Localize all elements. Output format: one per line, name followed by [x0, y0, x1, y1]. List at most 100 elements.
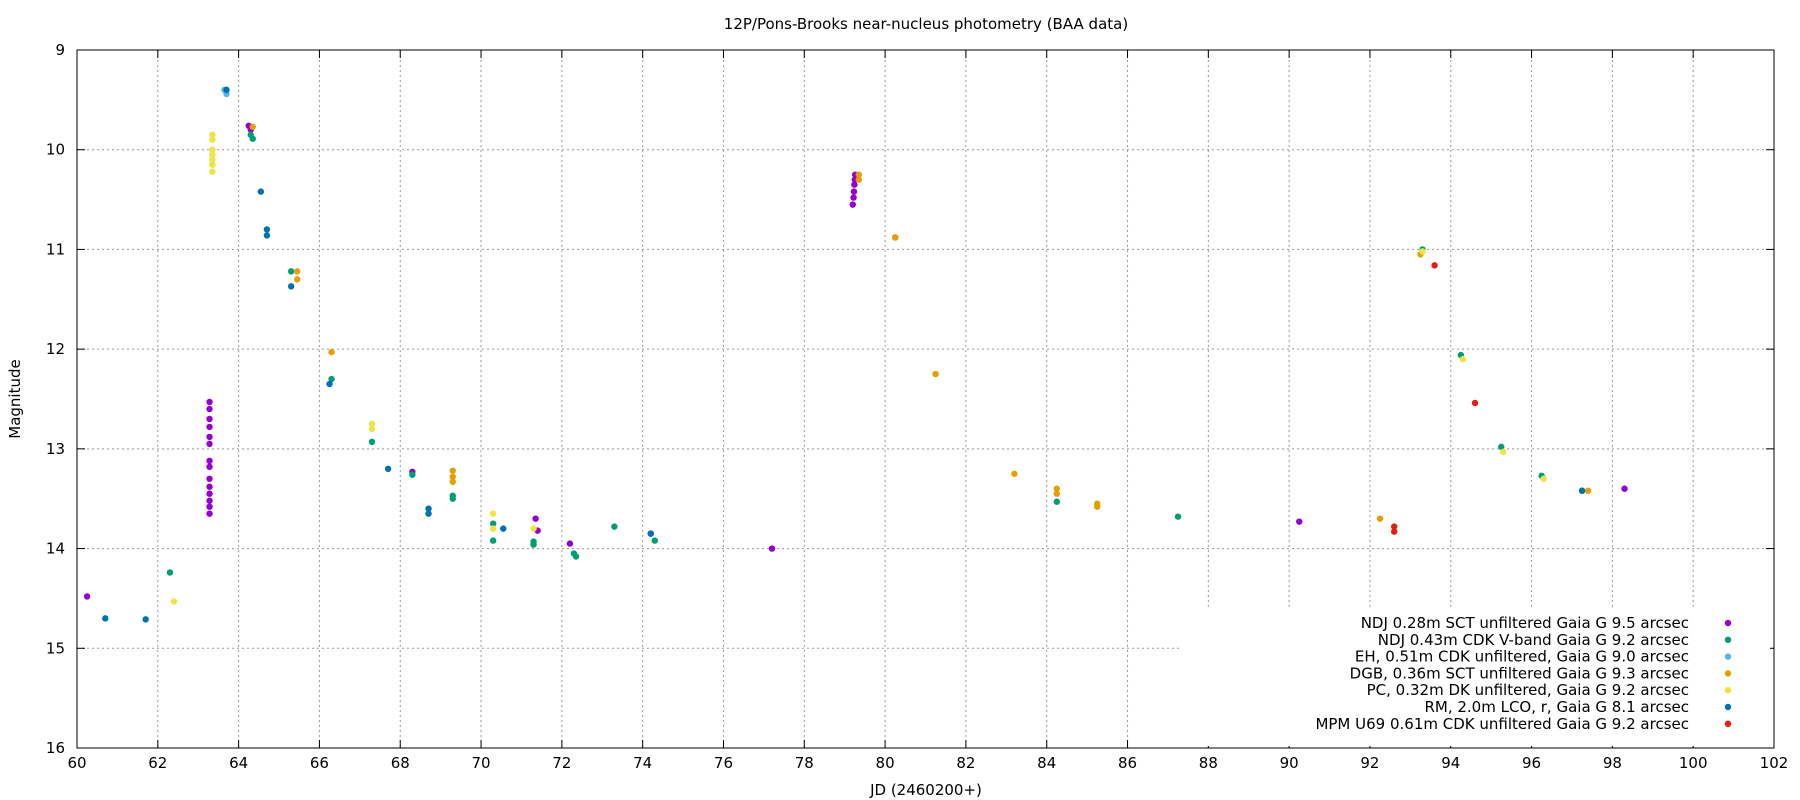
legend-marker — [1724, 619, 1732, 627]
data-point — [206, 423, 213, 431]
data-point — [142, 616, 149, 623]
data-point — [855, 176, 863, 183]
data-point — [1584, 487, 1592, 494]
x-tick-label: 84 — [1037, 754, 1056, 772]
data-point — [206, 503, 213, 510]
data-point — [425, 510, 432, 517]
legend-marker — [1724, 703, 1732, 711]
x-tick-label: 62 — [148, 754, 167, 772]
data-point — [209, 131, 216, 138]
y-tick-label: 14 — [46, 540, 65, 558]
data-point — [489, 520, 497, 527]
data-point — [206, 463, 213, 471]
data-point — [206, 405, 213, 413]
data-point — [223, 86, 230, 94]
legend-marker — [1724, 687, 1732, 694]
points-layer — [83, 86, 1628, 623]
data-point — [500, 525, 507, 532]
data-point — [209, 161, 216, 168]
data-point — [1053, 498, 1061, 505]
x-tick-label: 82 — [956, 754, 975, 772]
x-tick-label: 90 — [1280, 754, 1299, 772]
data-point — [1011, 470, 1018, 477]
data-point — [449, 478, 456, 485]
legend-background — [1180, 610, 1770, 746]
data-point — [1621, 485, 1628, 492]
data-point — [1296, 518, 1303, 525]
data-point — [409, 471, 416, 478]
data-point — [849, 201, 856, 208]
data-point — [851, 181, 858, 188]
data-point — [249, 135, 256, 142]
y-tick-label: 13 — [46, 440, 65, 458]
y-tick-label: 10 — [46, 141, 65, 159]
data-point — [209, 168, 216, 175]
data-point — [206, 457, 213, 465]
x-axis-label: JD (2460200+) — [869, 781, 982, 799]
data-point — [102, 615, 109, 622]
x-tick-label: 88 — [1199, 754, 1218, 772]
data-point — [449, 473, 456, 480]
data-point — [489, 537, 497, 544]
data-point — [566, 540, 574, 547]
data-point — [257, 188, 265, 195]
data-point — [530, 525, 537, 532]
data-point — [1053, 490, 1061, 497]
legend-marker — [1724, 720, 1732, 727]
data-point — [368, 438, 376, 446]
x-tick-label: 86 — [1118, 754, 1137, 772]
x-tick-label: 72 — [552, 754, 571, 772]
data-point — [932, 370, 939, 378]
data-point — [425, 505, 432, 512]
data-point — [209, 151, 216, 158]
data-point — [611, 523, 618, 530]
data-point — [530, 538, 537, 545]
data-point — [1094, 503, 1101, 510]
data-point — [206, 433, 213, 441]
legend: NDJ 0.28m SCT unfiltered Gaia G 9.5 arcs… — [1315, 614, 1732, 733]
data-point — [850, 194, 857, 201]
data-point — [170, 598, 178, 605]
data-point — [1390, 523, 1398, 530]
legend-marker — [1724, 653, 1732, 660]
x-tick-label: 92 — [1360, 754, 1379, 772]
legend-label: PC, 0.32m DK unfiltered, Gaia G 9.2 arcs… — [1367, 681, 1689, 699]
data-point — [206, 510, 213, 517]
data-point — [263, 226, 271, 233]
x-tick-label: 76 — [714, 754, 733, 772]
legend-marker — [1724, 636, 1732, 643]
data-point — [368, 420, 376, 428]
y-tick-labels: 9 10 11 12 13 14 15 16 — [46, 41, 65, 757]
data-point — [1471, 399, 1479, 407]
data-point — [384, 465, 392, 472]
data-point — [294, 268, 301, 275]
data-point — [83, 593, 91, 600]
data-point — [328, 375, 335, 383]
legend-label: RM, 2.0m LCO, r, Gaia G 8.1 arcsec — [1424, 698, 1689, 716]
data-point — [326, 380, 333, 388]
data-point — [1578, 487, 1586, 494]
data-point — [1419, 248, 1426, 255]
data-point — [449, 467, 456, 474]
legend-label: NDJ 0.28m SCT unfiltered Gaia G 9.5 arcs… — [1361, 614, 1689, 632]
x-tick-label: 94 — [1441, 754, 1460, 772]
data-point — [572, 553, 580, 560]
data-point — [532, 515, 539, 522]
data-point — [1053, 485, 1061, 492]
x-tick-label: 68 — [391, 754, 410, 772]
data-point — [850, 188, 858, 195]
data-point — [294, 276, 301, 283]
data-point — [1540, 475, 1547, 482]
x-tick-label: 70 — [472, 754, 491, 772]
chart-title: 12P/Pons-Brooks near-nucleus photometry … — [724, 15, 1128, 33]
data-point — [449, 492, 456, 499]
data-point — [489, 525, 497, 532]
data-point — [651, 537, 658, 544]
x-tick-label: 100 — [1679, 754, 1708, 772]
x-tick-label: 60 — [67, 754, 86, 772]
y-tick-label: 15 — [46, 639, 65, 657]
x-tick-label: 78 — [795, 754, 814, 772]
series-6 — [1390, 262, 1479, 535]
data-point — [206, 490, 213, 497]
